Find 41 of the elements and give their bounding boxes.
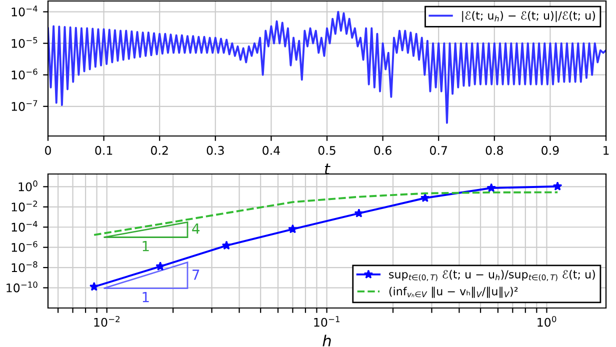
- y-tick-label: 10$^{−8}$: [12, 261, 38, 272]
- y-tick-label: 10$^{−2}$: [12, 200, 38, 212]
- x-tick-label: 10$^{−1}$: [314, 316, 340, 327]
- x-tick-label: 0.2: [150, 146, 168, 155]
- x-tick-label: 0.8: [486, 146, 503, 155]
- annotation: 1: [142, 292, 149, 302]
- x-tick-label: 0.6: [374, 146, 392, 155]
- y-tick-label: 10$^{−5}$: [12, 37, 38, 48]
- annotation: 4: [192, 223, 200, 234]
- legend-label: (inf$_{vₕ∈V}$ ‖u − vₕ‖$_{V}$/‖u‖$_{V}$)²: [389, 286, 518, 298]
- annotation: 1: [142, 241, 149, 252]
- line-series: [48, 10, 606, 124]
- annotation: 7: [192, 270, 200, 280]
- x-tick-label: 0: [45, 146, 51, 155]
- point: [222, 240, 232, 250]
- x-tick-label: 0.3: [206, 146, 224, 155]
- x-tick-label: 10$^{−2}$: [94, 316, 120, 327]
- point: [89, 282, 99, 291]
- x-tick-label: 0.1: [95, 146, 112, 155]
- y-tick-label: 10$^{−4}$: [12, 220, 38, 232]
- y-tick-label: 10$^{−6}$: [12, 241, 38, 252]
- x-tick-label: 10$^{0}$: [538, 316, 556, 327]
- point: [156, 262, 165, 270]
- point: [420, 193, 430, 202]
- point: [354, 208, 364, 218]
- legend-label: |ℰ(t; u$_{h}$) − ℰ(t; u)|/ℰ(t; u): [462, 11, 595, 22]
- y-tick-label: 10$^{−4}$: [12, 6, 38, 16]
- x-tick-label: 0.7: [430, 146, 447, 155]
- x-tick-label: 0.9: [542, 146, 559, 155]
- x-tick-label: 1: [604, 146, 609, 155]
- x-axis-title: h: [322, 334, 331, 346]
- legend-label: sup$_{t∈(0,T)}$ ℰ(t; u − u$_{h}$)/sup$_{t∈(0,T)}$ ℰ(t; u): [389, 270, 595, 282]
- point: [486, 183, 496, 192]
- x-tick-label: 0.4: [262, 146, 280, 155]
- x-tick-label: 0.5: [318, 146, 336, 155]
- point: [552, 182, 562, 190]
- y-tick-label: 10$^{0}$: [18, 180, 38, 192]
- y-tick-label: 10$^{−7}$: [12, 100, 38, 111]
- point: [288, 224, 298, 234]
- y-tick-label: 10$^{−10}$: [6, 282, 38, 292]
- y-tick-label: 10$^{−6}$: [12, 68, 38, 80]
